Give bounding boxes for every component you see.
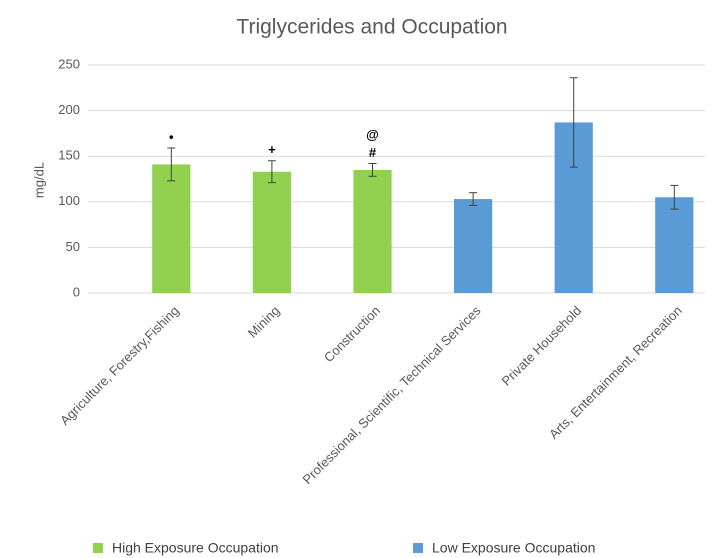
- bar: [252, 171, 292, 293]
- legend-label: Low Exposure Occupation: [432, 540, 595, 556]
- error-bar: [469, 192, 478, 206]
- bar-marker: #: [369, 145, 377, 160]
- y-tick-label: 200: [58, 102, 80, 117]
- x-tick-label: Mining: [245, 303, 283, 341]
- y-tick-label: 50: [66, 239, 80, 254]
- y-tick-label: 150: [58, 148, 80, 163]
- bar: [655, 197, 694, 293]
- bar-marker: •: [169, 129, 174, 144]
- x-tick-label: Private Household: [499, 303, 585, 389]
- bar-marker: @: [366, 127, 379, 142]
- bar: [152, 164, 191, 293]
- legend-swatch: [413, 543, 423, 553]
- legend-label: High Exposure Occupation: [112, 540, 279, 556]
- x-tick-label: Construction: [321, 303, 383, 365]
- error-bar: [670, 184, 679, 210]
- bar: [453, 199, 493, 293]
- chart-title: Triglycerides and Occupation: [236, 16, 507, 39]
- legend-swatch: [93, 543, 103, 553]
- y-tick-label: 100: [58, 193, 80, 208]
- y-axis-label: mg/dL: [31, 162, 46, 198]
- bar: [353, 169, 392, 293]
- error-bar: [167, 147, 176, 182]
- error-bar: [368, 162, 377, 177]
- x-tick-label: Professional, Scientific, Technical Serv…: [299, 303, 484, 488]
- error-bar: [569, 77, 578, 168]
- x-tick-label: Agriculture, Forestry,Fishing: [57, 303, 182, 428]
- error-bar: [267, 160, 276, 184]
- bar-marker: +: [268, 142, 276, 157]
- y-tick-label: 250: [58, 56, 80, 71]
- y-tick-label: 0: [73, 284, 80, 299]
